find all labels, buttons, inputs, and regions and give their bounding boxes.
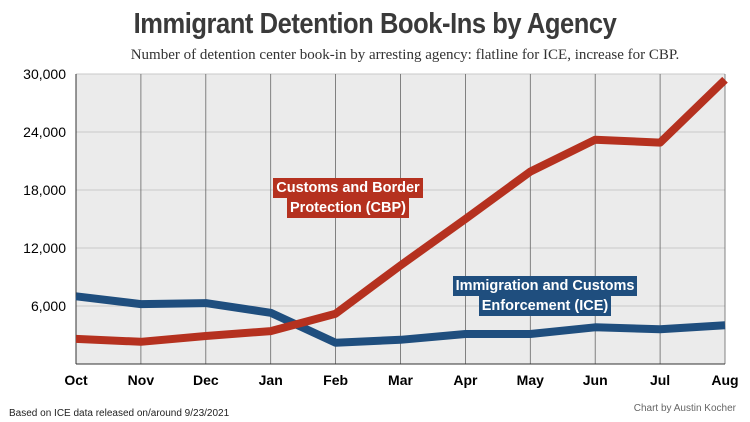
cbp-series-line [75, 76, 728, 346]
chart-subtitle: Number of detention center book-in by ar… [130, 47, 680, 63]
y-tick-label: 18,000 [23, 182, 66, 198]
y-tick-label: 12,000 [23, 240, 66, 256]
x-tick-label: Dec [193, 372, 219, 388]
x-tick-label: Jun [583, 372, 608, 388]
x-tick-label: Apr [453, 372, 478, 388]
y-tick-label: 24,000 [23, 124, 66, 140]
axes: 6,000 12,000 18,000 24,000 30,000 Oct Nov Dec Ja… [23, 66, 738, 388]
y-tick-label: 30,000 [23, 66, 66, 82]
x-tick-label: Aug [711, 372, 738, 388]
ice-series-label: Immigration and Customs Enforcement (ICE… [440, 276, 650, 316]
x-tick-label: Oct [64, 372, 88, 388]
ice-series-line [75, 292, 726, 347]
x-tick-label: Jan [259, 372, 283, 388]
chart-credit: Chart by Austin Kocher [633, 403, 736, 414]
x-tick-label: Feb [323, 372, 348, 388]
x-tick-label: Mar [388, 372, 413, 388]
x-tick-label: May [517, 372, 544, 388]
y-tick-label: 6,000 [31, 298, 66, 314]
ice-label-line-1: Immigration and Customs [452, 276, 638, 296]
source-footnote: Based on ICE data released on/around 9/2… [9, 408, 230, 419]
series-lines [75, 76, 728, 347]
chart-title: Immigrant Detention Book-Ins by Agency [133, 8, 617, 40]
cbp-label-line-2: Protection (CBP) [287, 198, 409, 218]
x-tick-label: Nov [128, 372, 155, 388]
cbp-series-label: Customs and Border Protection (CBP) [268, 178, 428, 218]
cbp-label-line-1: Customs and Border [273, 178, 423, 198]
ice-label-line-2: Enforcement (ICE) [478, 296, 612, 316]
x-tick-label: Jul [650, 372, 670, 388]
